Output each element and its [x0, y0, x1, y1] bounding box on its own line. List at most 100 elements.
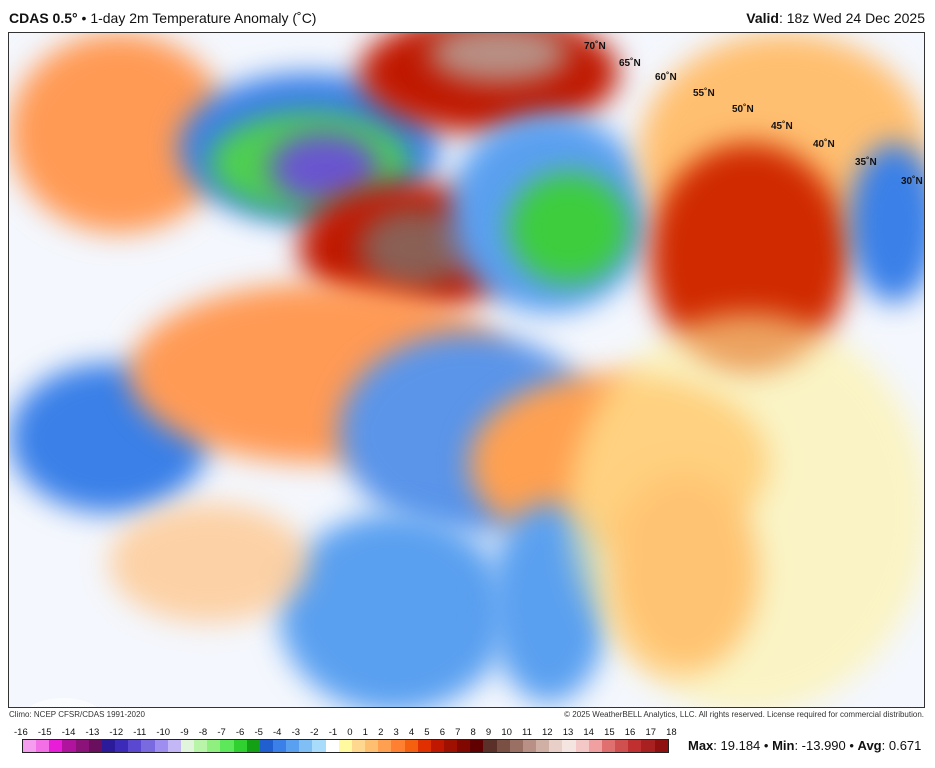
anomaly-region	[509, 173, 629, 283]
colorbar-bin	[312, 740, 326, 752]
colorbar-bin	[115, 740, 129, 752]
colorbar-bin	[194, 740, 208, 752]
title-text: 1-day 2m Temperature Anomaly (˚C)	[90, 10, 317, 26]
colorbar-tick: -14	[61, 727, 76, 738]
colorbar-tick: -4	[273, 727, 282, 738]
colorbar-tick: -5	[254, 727, 263, 738]
copyright-note: © 2025 WeatherBELL Analytics, LLC. All r…	[564, 710, 924, 719]
colorbar-tick: 3	[393, 727, 399, 738]
colorbar-bin	[286, 740, 300, 752]
map-title: CDAS 0.5° • 1-day 2m Temperature Anomaly…	[9, 10, 316, 26]
latitude-label: 70˚N	[584, 41, 606, 52]
colorbar-bin	[601, 740, 616, 752]
colorbar-bin	[404, 740, 418, 752]
colorbar-tick: -11	[133, 727, 147, 738]
colorbar-bin	[654, 740, 668, 752]
colorbar	[22, 739, 669, 753]
colorbar-bin	[259, 740, 273, 752]
valid-label: Valid	[746, 10, 779, 26]
colorbar-bin	[36, 740, 50, 752]
colorbar-bin	[246, 740, 260, 752]
colorbar-tick: 15	[604, 727, 615, 738]
valid-value: : 18z Wed 24 Dec 2025	[778, 10, 925, 26]
colorbar-bin	[233, 740, 247, 752]
colorbar-bin	[272, 740, 287, 752]
model-name: CDAS 0.5°	[9, 10, 78, 26]
colorbar-tick: 0	[347, 727, 353, 738]
min-label: Min	[772, 738, 795, 753]
min-value: : -13.990 •	[794, 738, 858, 753]
colorbar-tick: -12	[109, 727, 124, 738]
colorbar-bin	[88, 740, 102, 752]
colorbar-bin	[588, 740, 602, 752]
colorbar-tick: 12	[542, 727, 553, 738]
colorbar-bin	[62, 740, 76, 752]
latitude-label: 50˚N	[732, 104, 754, 115]
colorbar-bin	[378, 740, 392, 752]
colorbar-tick: 10	[501, 727, 512, 738]
avg-value: : 0.671	[881, 738, 922, 753]
colorbar-tick: 8	[470, 727, 476, 738]
max-label: Max	[688, 738, 714, 753]
anomaly-region	[429, 33, 569, 83]
colorbar-bin	[430, 740, 444, 752]
colorbar-tick: 9	[485, 727, 492, 738]
colorbar-bin	[615, 740, 629, 752]
colorbar-bin	[483, 740, 497, 752]
colorbar-bin	[351, 740, 366, 752]
colorbar-tick: 5	[424, 727, 430, 738]
colorbar-bin	[128, 740, 142, 752]
colorbar-bin	[562, 740, 576, 752]
temperature-anomaly-map[interactable]: 70˚N 65˚N 60˚N 55˚N 50˚N 45˚N 40˚N 35˚N …	[8, 32, 925, 708]
max-value: : 19.184 •	[713, 738, 773, 753]
colorbar-bin	[417, 740, 431, 752]
colorbar-tick: -6	[235, 727, 245, 738]
colorbar-tick: -9	[180, 727, 189, 738]
avg-label: Avg	[857, 738, 882, 753]
colorbar-bin	[536, 740, 550, 752]
colorbar-tick: -8	[198, 727, 208, 738]
colorbar-bin	[365, 740, 379, 752]
colorbar-bin	[522, 740, 537, 752]
anomaly-region	[279, 513, 509, 707]
colorbar-bin	[509, 740, 523, 752]
colorbar-tick: 7	[455, 727, 461, 738]
latitude-label: 55˚N	[693, 88, 715, 99]
colorbar-bin	[75, 740, 89, 752]
colorbar-tick: -15	[37, 727, 52, 738]
colorbar-tick: 14	[583, 727, 594, 738]
colorbar-tick: 16	[624, 727, 636, 738]
colorbar-bin	[49, 740, 63, 752]
separator: •	[77, 10, 91, 26]
latitude-label: 40˚N	[813, 139, 835, 150]
colorbar-tick: 4	[408, 727, 415, 738]
colorbar-bin	[101, 740, 116, 752]
colorbar-bin	[207, 740, 221, 752]
latitude-label: 45˚N	[771, 121, 793, 132]
colorbar-tick: -2	[310, 727, 319, 738]
colorbar-bin	[154, 740, 168, 752]
colorbar-bin	[180, 740, 195, 752]
latitude-label: 60˚N	[655, 72, 677, 83]
colorbar-bin	[641, 740, 655, 752]
colorbar-bin	[470, 740, 484, 752]
colorbar-bin	[220, 740, 234, 752]
valid-time: Valid: 18z Wed 24 Dec 2025	[746, 10, 925, 26]
colorbar-tick: 1	[362, 727, 368, 738]
colorbar-tick: 11	[522, 727, 532, 738]
colorbar-bin	[444, 740, 458, 752]
colorbar-tick: 13	[562, 727, 574, 738]
colorbar-tick: -1	[328, 727, 338, 738]
colorbar-tick: 17	[645, 727, 657, 738]
colorbar-bin	[391, 740, 405, 752]
anomaly-region	[109, 503, 309, 623]
colorbar-bin	[575, 740, 589, 752]
colorbar-tick: -10	[156, 727, 171, 738]
colorbar-bin	[299, 740, 313, 752]
colorbar-bin	[338, 740, 352, 752]
anomaly-region	[569, 313, 924, 707]
colorbar-bin	[325, 740, 339, 752]
colorbar-tick: -3	[291, 727, 301, 738]
colorbar-ticks: -16 -15 -14 -13 -12 -11 -10 -9 -8 -7 -6 -5 -4 -3 -2 -1 0…	[14, 727, 677, 738]
latitude-label: 35˚N	[855, 157, 877, 168]
